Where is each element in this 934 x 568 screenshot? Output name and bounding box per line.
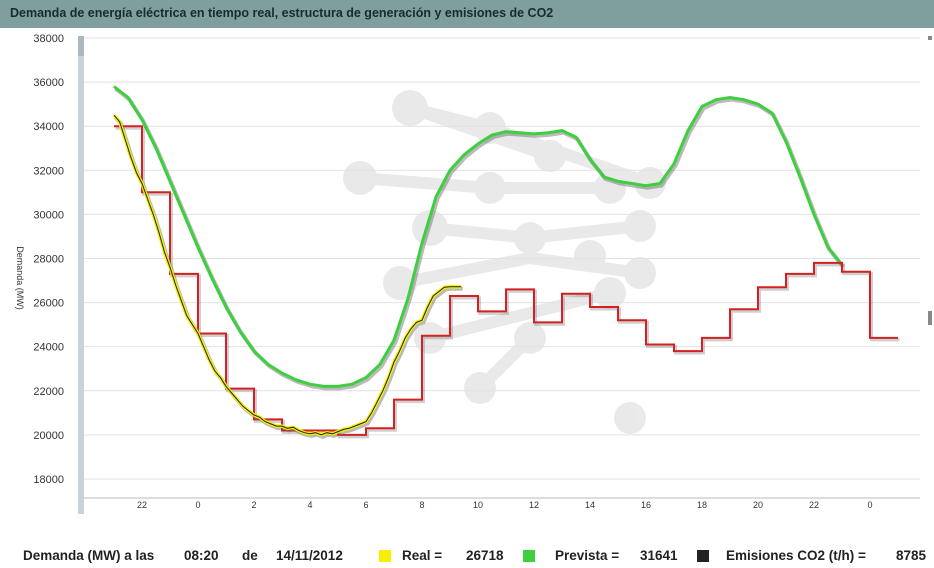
watermark-node xyxy=(514,322,546,354)
x-tick-label: 8 xyxy=(419,500,424,510)
y-tick-label: 30000 xyxy=(33,209,64,221)
emisiones-legend-swatch xyxy=(697,550,709,562)
y-tick-label: 34000 xyxy=(33,121,64,133)
right-edge-mark xyxy=(928,36,932,40)
chart-title: Demanda de energía eléctrica en tiempo r… xyxy=(10,6,554,20)
x-tick-label: 18 xyxy=(697,500,707,510)
series-real-core xyxy=(113,114,462,436)
series-prevista xyxy=(113,85,846,391)
x-tick-label: 22 xyxy=(137,500,147,510)
watermark-node xyxy=(464,372,496,404)
watermark-node xyxy=(474,172,506,204)
watermark-node xyxy=(474,112,506,144)
x-tick-label: 10 xyxy=(473,500,483,510)
y-tick-label: 20000 xyxy=(33,430,64,442)
series-prevista-line xyxy=(113,85,844,388)
y-tick-label: 24000 xyxy=(33,342,64,354)
status-footer: Demanda (MW) a las 08:20 de 14/11/2012 R… xyxy=(0,540,934,568)
x-tick-label: 20 xyxy=(753,500,763,510)
chart-axes: 1800020000220002400026000280003000032000… xyxy=(33,33,932,514)
watermark-node xyxy=(594,172,626,204)
x-tick-label: 6 xyxy=(363,500,368,510)
watermark-stroke xyxy=(404,102,656,189)
prevista-legend-swatch xyxy=(523,550,535,562)
x-tick-label: 2 xyxy=(251,500,256,510)
y-tick-label: 26000 xyxy=(33,298,64,310)
footer-prevista-value: 31641 xyxy=(640,548,678,563)
footer-real-value: 26718 xyxy=(466,548,504,563)
y-tick-label: 36000 xyxy=(33,77,64,89)
x-tick-label: 0 xyxy=(195,500,200,510)
y-axis-label: Demanda (MW) xyxy=(15,246,25,310)
series-real xyxy=(112,114,463,440)
y-scroll-thumb xyxy=(78,36,84,56)
footer-prevista-label: Prevista = xyxy=(555,548,620,563)
y-tick-label: 22000 xyxy=(33,386,64,398)
footer-de: de xyxy=(242,548,258,563)
chart-series xyxy=(112,85,900,440)
x-tick-label: 4 xyxy=(307,500,312,510)
series-programada-shadow xyxy=(115,126,900,439)
real-legend-swatch xyxy=(379,550,391,562)
series-programada xyxy=(114,125,900,439)
chart-area: 18000 20000 22000 24000 26000 28000 30000 32000… xyxy=(10,28,934,540)
x-tick-label: 22 xyxy=(809,500,819,510)
footer-time: 08:20 xyxy=(184,548,219,563)
footer-demand-label: Demanda (MW) a las xyxy=(23,548,155,563)
y-tick-label: 28000 xyxy=(33,253,64,265)
watermark-node xyxy=(594,277,626,309)
y-scroll-track xyxy=(78,36,84,514)
logo-watermark xyxy=(343,90,666,434)
watermark-stroke xyxy=(424,287,616,344)
watermark-node xyxy=(514,222,546,254)
y-tick-label: 32000 xyxy=(33,165,64,177)
watermark-node xyxy=(574,240,606,272)
watermark-node xyxy=(534,140,566,172)
demand-chart: 1800020000220002400026000280003000032000… xyxy=(15,33,932,514)
x-tick-label: 16 xyxy=(641,500,651,510)
watermark-node xyxy=(614,402,646,434)
x-tick-label: 0 xyxy=(867,500,872,510)
footer-emisiones-value: 8785 xyxy=(896,548,927,563)
watermark-node xyxy=(624,210,656,242)
chart-grid xyxy=(84,37,920,480)
y-tick-label: 18000 xyxy=(33,474,64,486)
watermark-node xyxy=(412,210,448,246)
footer-real-label: Real = xyxy=(402,548,443,563)
watermark-node xyxy=(634,167,666,199)
x-tick-label: 14 xyxy=(585,500,595,510)
watermark-node xyxy=(343,161,377,195)
footer-date: 14/11/2012 xyxy=(276,548,343,563)
title-bar: Demanda de energía eléctrica en tiempo r… xyxy=(0,0,934,28)
watermark-node xyxy=(624,257,656,289)
right-edge-mark xyxy=(928,311,932,325)
x-tick-label: 12 xyxy=(529,500,539,510)
series-programada-line xyxy=(114,125,898,436)
y-tick-label: 38000 xyxy=(33,33,64,45)
watermark-node xyxy=(392,90,428,126)
footer-emisiones-label: Emisiones CO2 (t/h) = xyxy=(726,548,866,563)
